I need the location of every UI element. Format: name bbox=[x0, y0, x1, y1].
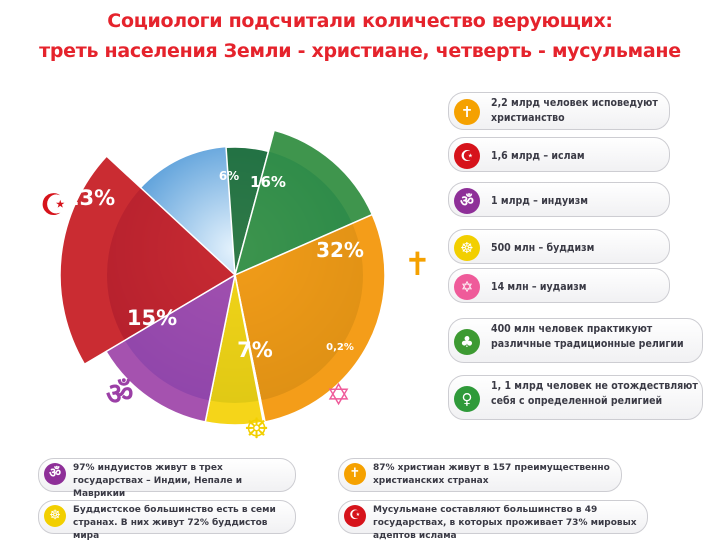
om-symbol-icon: ॐ bbox=[106, 377, 134, 412]
legend-item: ✡ 14 млн – иудаизм bbox=[448, 268, 670, 303]
dharma-wheel-symbol-icon: ☸ bbox=[244, 412, 270, 445]
legend-item: ✝ 2,2 млрд человек исповедуют христианств… bbox=[448, 92, 670, 130]
slice-label: 15% bbox=[127, 306, 177, 330]
page-subtitle: треть населения Земли - христиане, четве… bbox=[39, 40, 681, 62]
religion-pie-chart: 6% 16% 32% 0,2% 7% 15% 23% bbox=[59, 129, 386, 426]
pie-slice bbox=[104, 273, 237, 423]
fact-text: Буддистское большинство есть в семи стра… bbox=[73, 505, 276, 541]
fact-text: 87% христиан живут в 157 преимущественно… bbox=[373, 463, 610, 486]
legend-label: 2,2 млрд человек исповедуют христианство bbox=[491, 97, 658, 124]
fact-text: Мусульмане составляют большинство в 49 г… bbox=[373, 505, 637, 541]
legend-label: 1, 1 млрд человек не отождествляют себя … bbox=[491, 380, 698, 407]
legend-label: 400 млн человек практикуют различные тра… bbox=[491, 323, 684, 350]
legend-item: ☸ 500 млн – буддизм bbox=[448, 229, 670, 264]
page-title: Социологи подсчитали количество верующих… bbox=[107, 10, 613, 32]
fact-text: 97% индуистов живут в трех государствах … bbox=[73, 463, 243, 499]
fact-item: ☪ Мусульмане составляют большинство в 49 … bbox=[338, 500, 648, 541]
dharma-wheel-icon: ☸ bbox=[44, 505, 66, 527]
cross-symbol-icon: ✝ bbox=[404, 245, 431, 283]
slice-label: 6% bbox=[219, 169, 239, 183]
om-icon: ॐ bbox=[454, 188, 480, 214]
fact-item: ✝ 87% христиан живут в 157 преимущественн… bbox=[338, 458, 622, 492]
legend-label: 1 млрд – индуизм bbox=[491, 195, 588, 207]
star-of-david-icon: ✡ bbox=[454, 274, 480, 300]
person-icon: ♀ bbox=[454, 386, 480, 412]
slice-label: 23% bbox=[65, 186, 115, 210]
legend-item: ॐ 1 млрд – индуизм bbox=[448, 182, 670, 217]
legend-item: ♀ 1, 1 млрд человек не отождествляют себя… bbox=[448, 375, 703, 420]
pie-slice bbox=[59, 155, 237, 366]
star-of-david-symbol-icon: ✡ bbox=[326, 378, 352, 413]
slice-label: 16% bbox=[250, 173, 286, 191]
crescent-symbol-icon: ☪ bbox=[40, 188, 67, 223]
slice-label: 7% bbox=[237, 338, 273, 362]
legend-label: 500 млн – буддизм bbox=[491, 242, 595, 254]
slice-label: 0,2% bbox=[326, 342, 354, 353]
legend-item: ☪ 1,6 млрд – ислам bbox=[448, 137, 670, 172]
cross-icon: ✝ bbox=[454, 99, 480, 125]
fact-item: ॐ 97% индуистов живут в трех государствах… bbox=[38, 458, 296, 499]
legend-item: ♣ 400 млн человек практикуют различные тр… bbox=[448, 318, 703, 363]
legend-label: 1,6 млрд – ислам bbox=[491, 150, 585, 162]
pie-slice bbox=[234, 213, 386, 423]
crescent-icon: ☪ bbox=[454, 143, 480, 169]
fact-item: ☸ Буддистское большинство есть в семи стр… bbox=[38, 500, 296, 541]
cross-icon: ✝ bbox=[344, 463, 366, 485]
slice-label: 32% bbox=[316, 238, 364, 262]
crescent-icon: ☪ bbox=[344, 505, 366, 527]
om-icon: ॐ bbox=[44, 463, 66, 485]
legend-label: 14 млн – иудаизм bbox=[491, 281, 587, 293]
pie-slice bbox=[233, 129, 374, 277]
tradition-icon: ♣ bbox=[454, 329, 480, 355]
dharma-wheel-icon: ☸ bbox=[454, 235, 480, 261]
